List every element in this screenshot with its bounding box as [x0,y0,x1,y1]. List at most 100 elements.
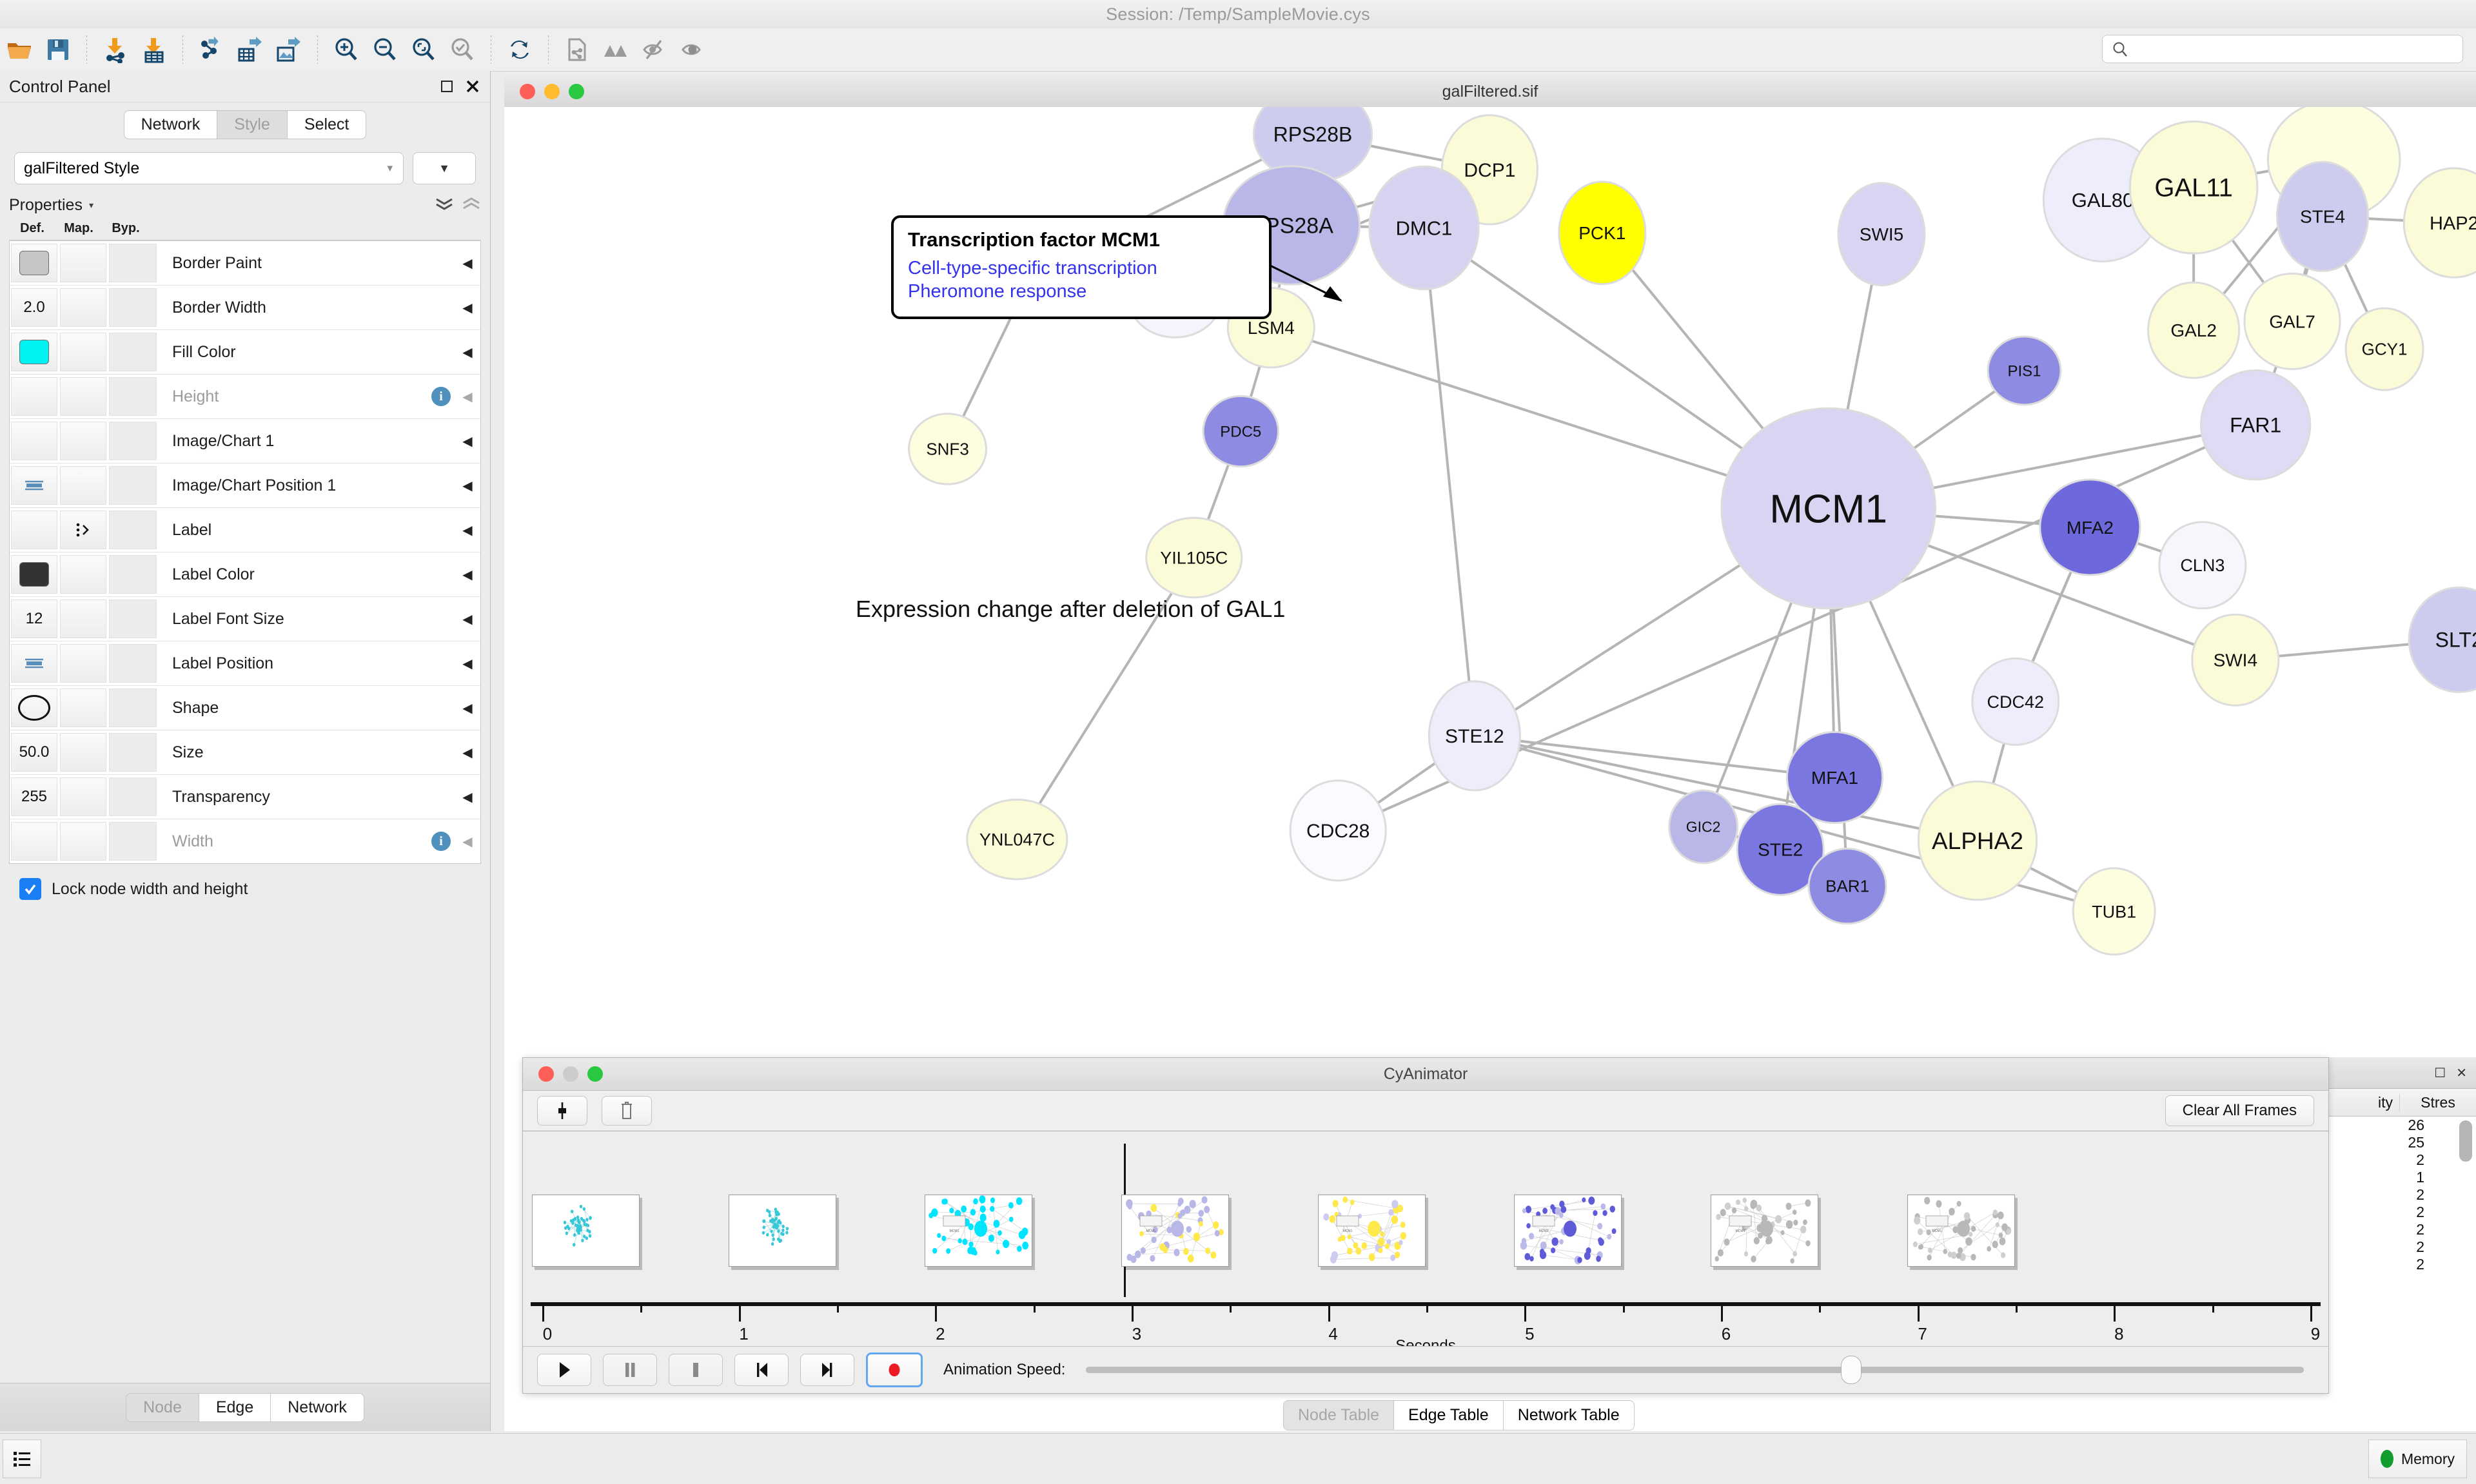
step-forward-button[interactable] [800,1354,854,1386]
network-node[interactable]: SNF3 [909,414,987,484]
timeline-frame[interactable] [532,1195,640,1267]
property-mapping-cell[interactable] [60,600,106,638]
expand-property-arrow[interactable]: ◀ [455,300,480,316]
step-back-button[interactable] [734,1354,789,1386]
column-header-centrality[interactable]: ity [2328,1094,2400,1111]
tab-select[interactable]: Select [287,110,366,139]
network-node[interactable]: DMC1 [1370,166,1479,289]
property-default-cell[interactable] [11,244,57,282]
network-node[interactable]: ALPHA2 [1918,781,2036,899]
save-session-icon[interactable] [39,32,77,68]
network-node[interactable]: GAL11 [2130,121,2257,253]
network-node[interactable]: CLN3 [2159,522,2246,609]
delete-frame-button[interactable] [602,1096,652,1126]
property-row[interactable]: Fill Color ◀ [10,330,480,375]
network-node[interactable]: HAP2 [2404,168,2476,277]
expand-property-arrow[interactable]: ◀ [455,478,480,494]
timeline-frame[interactable]: MCM1 [1514,1195,1622,1267]
frames-strip[interactable]: MCM1 MCM1 MCM1 MCM1 MCM1 MCM1 [523,1140,2328,1301]
network-node[interactable]: STE12 [1429,681,1520,790]
tab-node[interactable]: Node [126,1393,199,1422]
property-bypass-cell[interactable] [109,333,157,371]
table-row[interactable]: 2 [2328,1151,2476,1169]
property-default-cell[interactable] [11,422,57,460]
hide-selected-icon[interactable] [635,32,674,68]
expand-property-arrow[interactable]: ◀ [455,344,480,360]
style-options-menu-button[interactable]: ▼ [413,152,476,184]
new-network-icon[interactable] [558,32,596,68]
collapse-all-icon[interactable] [462,197,481,214]
property-mapping-cell[interactable] [60,333,106,371]
property-default-cell[interactable] [11,644,57,683]
expand-property-arrow[interactable]: ◀ [455,789,480,805]
tab-network[interactable]: Network [124,110,217,139]
zoom-out-icon[interactable] [366,32,404,68]
property-bypass-cell[interactable] [109,555,157,594]
search-input[interactable] [2128,40,2462,58]
property-row[interactable]: 12 Label Font Size ◀ [10,597,480,641]
property-row[interactable]: Width i ◀ [10,819,480,863]
expand-all-icon[interactable] [435,197,454,214]
tab-node-table[interactable]: Node Table [1283,1400,1393,1430]
info-icon[interactable]: i [431,387,451,406]
property-default-cell[interactable] [11,555,57,594]
network-node[interactable]: BAR1 [1809,848,1886,923]
lock-node-size-checkbox[interactable] [19,878,41,900]
property-row[interactable]: Image/Chart Position 1 ◀ [10,464,480,508]
network-node[interactable]: MFA2 [2040,480,2140,575]
show-all-icon[interactable] [596,32,635,68]
property-default-cell[interactable]: 50.0 [11,733,57,772]
import-network-icon[interactable] [96,32,135,68]
network-node[interactable]: YIL105C [1146,518,1242,597]
network-node[interactable]: FAR1 [2201,371,2310,480]
lock-node-size-row[interactable]: Lock node width and height [19,878,490,900]
close-icon[interactable]: ✕ [2456,1065,2467,1081]
property-default-cell[interactable]: 255 [11,777,57,816]
property-default-cell[interactable] [11,377,57,416]
record-button[interactable] [866,1352,923,1387]
search-box[interactable] [2102,35,2463,63]
timeline-frame[interactable]: MCM1 [1318,1195,1426,1267]
column-header-stress[interactable]: Stres [2400,1094,2476,1111]
network-node[interactable]: GAL2 [2148,282,2239,378]
property-row[interactable]: Label ◀ [10,508,480,552]
expand-property-arrow[interactable]: ◀ [455,745,480,761]
cyanimator-timeline-area[interactable]: MCM1MCM1MCM1MCM1MCM1MCM1 0123456789 Seco… [523,1131,2328,1347]
property-mapping-cell[interactable] [60,733,106,772]
network-node[interactable]: YNL047C [967,799,1067,879]
property-mapping-cell[interactable] [60,422,106,460]
network-node[interactable]: TUB1 [2073,868,2155,955]
tab-network-props[interactable]: Network [270,1393,364,1422]
table-row[interactable]: 1 [2328,1169,2476,1186]
table-row[interactable]: 2 [2328,1256,2476,1273]
tab-style[interactable]: Style [217,110,287,139]
stop-button[interactable] [669,1354,723,1386]
chevron-down-icon[interactable]: ▾ [89,200,93,211]
property-mapping-cell[interactable] [60,822,106,861]
property-mapping-cell[interactable] [60,377,106,416]
property-row[interactable]: Label Color ◀ [10,552,480,597]
expand-property-arrow[interactable]: ◀ [455,834,480,850]
property-mapping-cell[interactable] [60,511,106,549]
property-mapping-cell[interactable] [60,555,106,594]
property-mapping-cell[interactable] [60,466,106,505]
property-bypass-cell[interactable] [109,244,157,282]
slider-thumb[interactable] [1841,1356,1862,1384]
network-node[interactable]: PIS1 [1988,337,2061,405]
timeline-frame[interactable]: MCM1 [1121,1195,1229,1267]
tab-network-table[interactable]: Network Table [1503,1400,1635,1430]
property-default-cell[interactable] [11,822,57,861]
pause-button[interactable] [603,1354,657,1386]
network-node[interactable]: SLT2 [2409,587,2476,692]
add-frame-button[interactable] [537,1096,587,1126]
property-mapping-cell[interactable] [60,688,106,727]
timeline-frame[interactable]: MCM1 [925,1195,1032,1267]
property-bypass-cell[interactable] [109,288,157,327]
expand-property-arrow[interactable]: ◀ [455,611,480,627]
color-swatch[interactable] [19,562,49,587]
property-mapping-cell[interactable] [60,644,106,683]
property-bypass-cell[interactable] [109,688,157,727]
table-row[interactable]: 2 [2328,1186,2476,1204]
property-default-cell[interactable] [11,333,57,371]
clear-all-frames-button[interactable]: Clear All Frames [2165,1095,2314,1126]
